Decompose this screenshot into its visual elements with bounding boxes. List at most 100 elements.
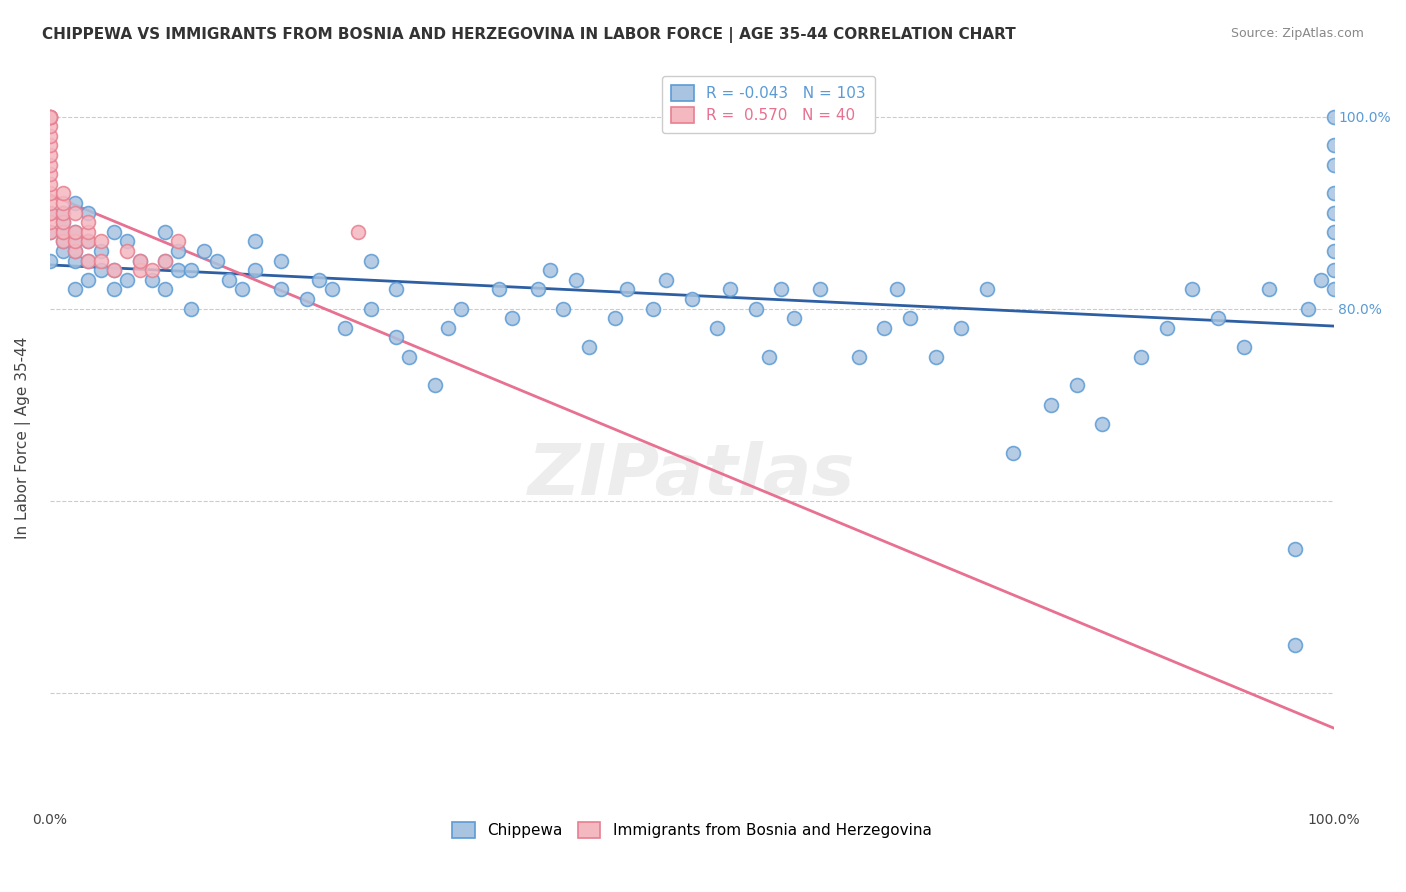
Point [270,253,292,268]
Point [1066,378,1088,392]
Text: ZIPatlas: ZIPatlas [527,441,855,509]
Point [38,225,60,239]
Point [52,186,75,201]
Point [886,282,908,296]
Point [385,282,408,296]
Point [218,273,240,287]
Y-axis label: In Labor Force | Age 35-44: In Labor Force | Age 35-44 [15,337,31,540]
Point [180,301,202,316]
Point [141,273,163,287]
Point [1258,282,1281,296]
Point [848,350,870,364]
Point [1206,311,1229,326]
Point [1001,445,1024,459]
Point [385,330,408,344]
Point [65,244,87,258]
Point [243,263,266,277]
Point [90,253,112,268]
Point [77,235,100,249]
Point [1309,273,1331,287]
Point [77,273,100,287]
Point [90,244,112,258]
Point [77,253,100,268]
Point [38,138,60,153]
Point [1040,398,1063,412]
Point [65,195,87,210]
Point [1284,638,1306,652]
Point [1091,417,1114,431]
Point [52,235,75,249]
Point [423,378,446,392]
Point [360,253,382,268]
Point [90,263,112,277]
Point [295,292,318,306]
Point [128,253,150,268]
Point [115,244,138,258]
Point [706,320,728,334]
Point [52,215,75,229]
Point [38,167,60,181]
Point [745,301,768,316]
Point [38,205,60,219]
Point [950,320,973,334]
Point [1322,205,1344,219]
Point [758,350,780,364]
Point [1284,541,1306,556]
Point [103,282,125,296]
Point [1322,157,1344,171]
Point [38,157,60,171]
Point [115,273,138,287]
Point [128,263,150,277]
Point [243,235,266,249]
Point [898,311,921,326]
Point [193,244,215,258]
Point [1322,186,1344,201]
Point [52,205,75,219]
Point [65,205,87,219]
Point [103,263,125,277]
Point [681,292,703,306]
Point [38,253,60,268]
Point [1322,225,1344,239]
Point [52,195,75,210]
Point [655,273,678,287]
Point [38,195,60,210]
Point [77,253,100,268]
Point [1296,301,1319,316]
Point [180,263,202,277]
Point [38,205,60,219]
Point [38,225,60,239]
Point [1322,263,1344,277]
Point [501,311,523,326]
Point [578,340,600,354]
Point [565,273,588,287]
Point [360,301,382,316]
Point [398,350,420,364]
Point [436,320,458,334]
Point [770,282,793,296]
Point [103,263,125,277]
Point [38,119,60,133]
Point [128,253,150,268]
Point [65,225,87,239]
Point [115,235,138,249]
Point [308,273,330,287]
Point [38,110,60,124]
Point [924,350,946,364]
Point [155,253,177,268]
Point [616,282,638,296]
Point [77,235,100,249]
Point [231,282,253,296]
Point [167,235,190,249]
Point [553,301,575,316]
Point [52,225,75,239]
Point [38,128,60,143]
Point [77,215,100,229]
Point [808,282,831,296]
Point [321,282,343,296]
Point [90,235,112,249]
Point [65,225,87,239]
Text: Source: ZipAtlas.com: Source: ZipAtlas.com [1230,27,1364,40]
Point [155,225,177,239]
Point [38,148,60,162]
